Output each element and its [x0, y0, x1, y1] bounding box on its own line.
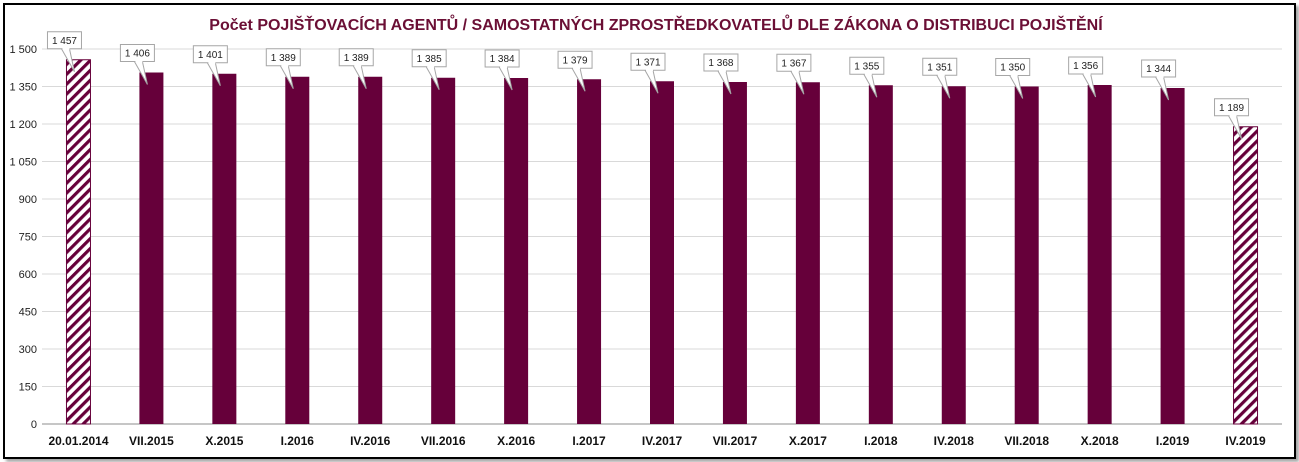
data-label-joint [208, 61, 216, 64]
y-tick-label: 300 [19, 344, 37, 356]
bar [139, 72, 164, 424]
y-tick-label: 1 350 [9, 82, 37, 94]
x-tick-label: I.2018 [864, 434, 898, 448]
bar [1014, 86, 1039, 424]
data-label-joint [1010, 74, 1018, 77]
data-label: 1 367 [781, 58, 806, 69]
data-label: 1 356 [1073, 61, 1098, 72]
data-label: 1 385 [417, 54, 442, 65]
x-tick-label: IV.2016 [350, 434, 391, 448]
data-label-joint [62, 47, 70, 50]
data-label: 1 189 [1219, 103, 1244, 114]
x-tick-label: VII.2017 [713, 434, 758, 448]
bar [577, 79, 602, 424]
x-tick-label: X.2018 [1081, 434, 1119, 448]
bar [431, 77, 456, 424]
data-label: 1 368 [708, 58, 733, 69]
y-tick-label: 750 [19, 232, 37, 244]
bar [868, 85, 893, 424]
y-tick-label: 1 200 [9, 119, 37, 131]
y-tick-label: 0 [31, 419, 37, 431]
y-tick-label: 600 [19, 269, 37, 281]
data-label: 1 406 [125, 49, 150, 60]
data-label-joint [646, 69, 653, 72]
chart-title: Počet POJIŠŤOVACÍCH AGENTŮ / SAMOSTATNÝC… [209, 14, 1103, 34]
data-label-joint [937, 74, 945, 77]
data-label: 1 457 [52, 36, 77, 47]
y-tick-label: 900 [19, 194, 37, 206]
bar [212, 73, 237, 424]
data-label-joint [135, 60, 143, 63]
data-label-joint [864, 73, 872, 76]
x-tick-label: IV.2019 [1225, 434, 1266, 448]
data-label-joint [500, 66, 508, 68]
bar [1087, 85, 1112, 424]
x-tick-label: 20.01.2014 [48, 434, 108, 448]
bar [1233, 126, 1259, 425]
x-tick-label: IV.2017 [642, 434, 683, 448]
data-label-joint [1156, 76, 1164, 78]
bar [941, 86, 966, 424]
x-tick-label: X.2016 [497, 434, 535, 448]
y-tick-label: 450 [19, 307, 37, 319]
bar [358, 76, 383, 424]
bar [722, 82, 747, 424]
data-label: 1 384 [490, 54, 515, 65]
bar [1160, 88, 1185, 424]
x-tick-label: VII.2015 [129, 434, 174, 448]
y-tick-label: 1 500 [9, 44, 37, 56]
bar [504, 78, 529, 424]
data-label-joint [1083, 73, 1091, 75]
y-tick-label: 1 050 [9, 157, 37, 169]
data-label-joint [1229, 114, 1237, 117]
data-label: 1 371 [635, 57, 660, 68]
x-tick-label: I.2017 [572, 434, 606, 448]
data-labels: 1 457 1 406 1 401 1 389 1 389 1 385 1 384 1 379… [46, 31, 1250, 139]
x-tick-label: VII.2016 [421, 434, 466, 448]
bar [795, 82, 820, 424]
data-label-joint [791, 70, 799, 73]
data-label: 1 350 [1000, 63, 1025, 74]
x-tick-label: IV.2018 [934, 434, 975, 448]
data-label: 1 355 [854, 61, 879, 72]
y-axis-ticks: 0 150 300 450 600 750 900 1 050 1 200 1 350 1 500 [9, 44, 37, 431]
data-label: 1 344 [1146, 64, 1171, 75]
bar [650, 81, 674, 424]
y-tick-label: 150 [19, 382, 37, 394]
x-tick-label: VII.2018 [1004, 434, 1049, 448]
x-tick-label: I.2016 [281, 434, 315, 448]
x-tick-label: I.2019 [1156, 434, 1190, 448]
data-label: 1 401 [198, 50, 223, 61]
data-label-joint [427, 65, 435, 68]
data-label: 1 351 [927, 62, 952, 73]
bar [285, 76, 310, 424]
bar [65, 59, 91, 425]
data-label: 1 389 [271, 53, 296, 64]
data-label-joint [573, 67, 581, 70]
data-label: 1 379 [563, 55, 588, 66]
data-label-joint [281, 64, 289, 67]
x-tick-label: X.2015 [205, 434, 243, 448]
x-tick-label: X.2017 [789, 434, 827, 448]
data-label-joint [354, 64, 362, 67]
data-label: 1 389 [344, 53, 369, 64]
bars [65, 59, 1259, 425]
x-axis-ticks: 20.01.2014 VII.2015 X.2015 I.2016 IV.2016 VII… [48, 434, 1266, 448]
data-label-joint [718, 70, 726, 72]
